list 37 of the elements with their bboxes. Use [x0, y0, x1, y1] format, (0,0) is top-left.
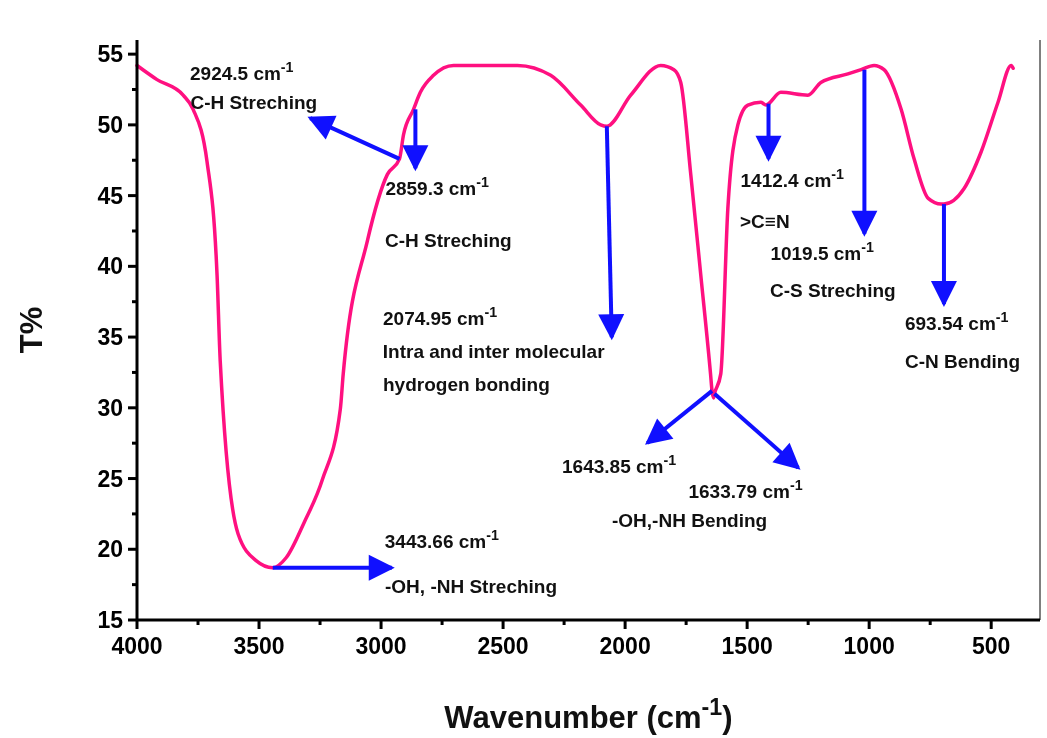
- y-tick-label: 50: [97, 111, 123, 138]
- x-tick-label: 1500: [721, 633, 773, 659]
- annotation: 693.54 cm$^{-1}$: [904, 309, 1009, 335]
- annotation: hydrogen bonding: [383, 374, 550, 395]
- annotation: 1019.5 cm$^{-1}$: [770, 238, 875, 264]
- x-tick-label: 2500: [477, 633, 529, 659]
- x-tick-label: 1000: [843, 633, 895, 659]
- annotation: C-H Streching: [190, 91, 318, 113]
- y-tick-label: 55: [97, 41, 124, 68]
- y-tick-label: 15: [97, 607, 124, 633]
- y-axis-title: T%: [14, 306, 49, 354]
- x-tick-label: 3000: [355, 633, 407, 659]
- annotation: 3443.66 cm$^{-1}$: [384, 526, 499, 552]
- annotation: C-N Bending: [905, 351, 1021, 372]
- annotation: 2924.5 cm$^{-1}$: [190, 59, 294, 84]
- y-tick-label: 20: [97, 536, 123, 563]
- x-axis-title: Wavenumber (cm$^{-1}$): [444, 694, 733, 735]
- annotation: -OH,-NH Bending: [612, 510, 768, 531]
- annotation: Intra and inter molecular: [382, 341, 606, 363]
- x-tick-label: 500: [972, 633, 1011, 659]
- y-tick-label: 35: [97, 324, 124, 351]
- annotation: -OH, -NH Streching: [385, 576, 558, 597]
- x-tick-label: 4000: [111, 633, 163, 659]
- y-tick-label: 40: [97, 253, 123, 280]
- annotation: C-S Streching: [770, 280, 896, 301]
- annotation: 2074.95 cm$^{-1}$: [383, 304, 498, 329]
- y-tick-label: 30: [97, 394, 123, 421]
- annotation: 2859.3 cm$^{-1}$: [385, 174, 489, 200]
- annotation: 1633.79 cm$^{-1}$: [688, 476, 803, 502]
- y-tick-label: 25: [97, 465, 124, 492]
- annotation: 1412.4 cm$^{-1}$: [740, 165, 845, 191]
- y-tick-label: 45: [97, 182, 124, 209]
- annotation: 1643.85 cm$^{-1}$: [562, 451, 677, 477]
- x-tick-label: 2000: [599, 633, 651, 659]
- annotation: >C≡N: [740, 211, 790, 232]
- x-tick-label: 3500: [233, 633, 285, 659]
- annotation: C-H Streching: [385, 230, 512, 251]
